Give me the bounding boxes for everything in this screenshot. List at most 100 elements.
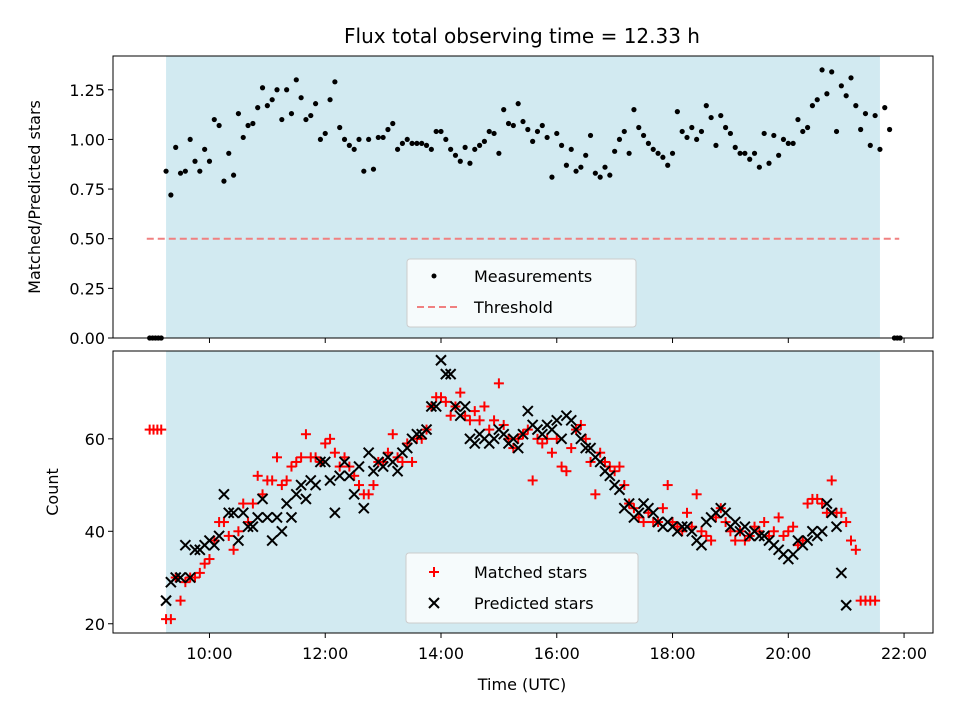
predicted-point (300, 493, 312, 505)
measurement-point (211, 116, 217, 123)
predicted-point (536, 428, 549, 440)
predicted-point (623, 497, 635, 510)
predicted-point (497, 428, 510, 440)
x-tick-label: 12:00 (302, 644, 348, 663)
predicted-point (174, 571, 187, 584)
measurement-point (607, 172, 613, 178)
measurement-point (274, 87, 280, 93)
measurement-point (221, 178, 227, 184)
ratio-y-axis-label: Matched/Predicted stars (25, 100, 44, 294)
matched-point (614, 461, 625, 472)
matched-point (349, 470, 360, 481)
measurement-point (785, 140, 791, 146)
measurement-point (660, 154, 666, 160)
predicted-point (179, 539, 192, 551)
measurement-point (303, 116, 309, 123)
predicted-point (739, 520, 751, 533)
measurement-point (718, 112, 724, 119)
matched-point (556, 461, 567, 472)
matched-point (291, 456, 302, 467)
x-tick-label: 14:00 (418, 644, 464, 663)
measurement-point (674, 109, 680, 115)
predicted-point (189, 544, 201, 556)
measurement-point (452, 152, 459, 158)
predicted-point (338, 456, 351, 468)
predicted-point (840, 599, 852, 611)
measurement-point (356, 136, 362, 143)
measurement-point (390, 120, 396, 127)
measurement-point (626, 150, 632, 156)
measurement-point (703, 103, 709, 109)
measurement-point (370, 166, 377, 172)
predicted-point (387, 456, 399, 468)
measurement-point (882, 105, 888, 111)
predicted-point (295, 479, 307, 491)
count-legend-box (405, 552, 639, 624)
measurement-point (385, 126, 391, 133)
legend-marker-matched (429, 567, 439, 577)
predicted-point (232, 534, 245, 547)
legend-label-predicted: Predicted stars (474, 594, 594, 613)
matched-point (469, 406, 480, 417)
matched-point (440, 396, 451, 407)
matched-point (600, 456, 610, 467)
predicted-point (223, 507, 235, 519)
predicted-point (280, 497, 293, 510)
matched-point (325, 433, 336, 444)
predicted-point (160, 594, 172, 607)
measurement-point (737, 150, 743, 156)
measurement-point (819, 67, 825, 73)
predicted-point (570, 423, 582, 436)
measurement-point (698, 128, 705, 135)
measurement-point (640, 132, 647, 139)
measurement-point (587, 132, 594, 139)
measurement-point (428, 146, 434, 152)
measurement-point (230, 172, 237, 178)
measurement-point (501, 107, 507, 113)
measurement-point (732, 144, 738, 150)
matched-point (527, 475, 538, 486)
measurement-point (288, 110, 295, 117)
y-tick-label: 1.00 (69, 130, 105, 149)
matched-point (252, 470, 263, 481)
predicted-point (594, 456, 606, 468)
measurement-point (722, 124, 729, 131)
measurement-point (505, 120, 512, 127)
matched-point (841, 517, 852, 528)
matched-point (551, 433, 562, 444)
matched-point (826, 475, 837, 486)
matched-point (296, 452, 307, 463)
measurement-point (419, 140, 425, 146)
predicted-point (309, 479, 322, 491)
ratio-panel-frame (112, 55, 934, 339)
x-tick-label: 18:00 (649, 644, 695, 663)
matched-point (460, 410, 471, 421)
matched-point (223, 530, 234, 541)
count-panel-frame (112, 350, 934, 634)
measurement-point (771, 132, 777, 139)
predicted-point (633, 507, 645, 519)
matched-point (657, 503, 668, 514)
ratio-y-axis: 0.00 0.25 0.50 0.75 1.00 1.25 (69, 81, 113, 348)
matched-point (691, 489, 702, 500)
matched-point (204, 554, 215, 565)
matched-point (706, 535, 717, 546)
measurement-point (689, 124, 695, 131)
predicted-point (459, 400, 471, 413)
measurement-point (573, 168, 579, 174)
predicted-point (579, 442, 592, 454)
predicted-point (333, 470, 346, 482)
measurement-point (375, 134, 381, 141)
measurement-point (206, 158, 213, 164)
measurement-point (308, 112, 314, 119)
measurement-point (312, 101, 319, 107)
predicted-point (169, 571, 182, 584)
measurement-point (380, 134, 386, 141)
measurement-point (679, 128, 685, 135)
count-x-axis: 10:00 12:00 14:00 16:00 18:00 20:00 22:00 (186, 633, 927, 663)
legend-label-threshold: Threshold (473, 298, 553, 317)
legend-marker-measurements (431, 273, 437, 279)
measurement-point (872, 112, 878, 119)
predicted-point (488, 433, 500, 445)
measurement-point (602, 164, 608, 170)
